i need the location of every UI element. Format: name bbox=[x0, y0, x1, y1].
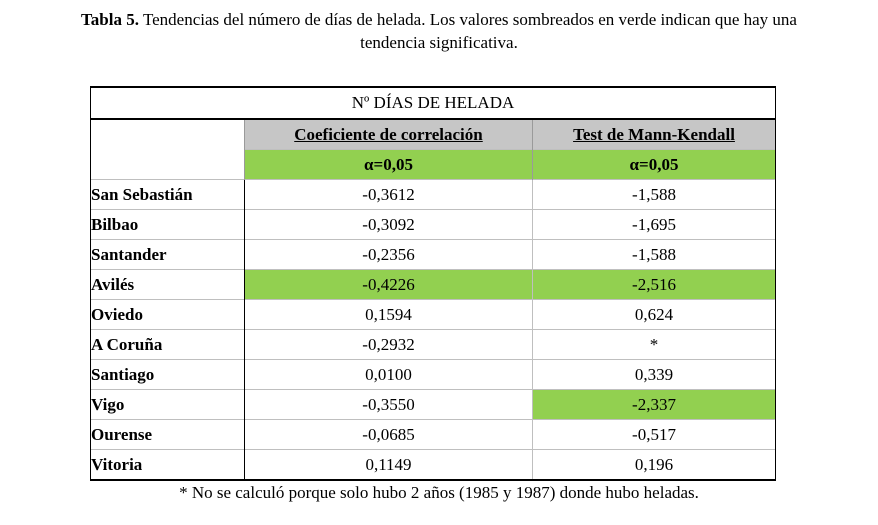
table-row: Santander -0,2356 -1,588 bbox=[90, 239, 777, 270]
caption-text-2: tendencia significativa. bbox=[360, 33, 518, 52]
caption-label: Tabla 5. bbox=[81, 10, 139, 29]
table-row: Vitoria 0,1149 0,196 bbox=[90, 449, 777, 481]
mann-kendall-value: -0,517 bbox=[532, 419, 777, 450]
mann-kendall-value: -1,695 bbox=[532, 209, 777, 240]
mann-kendall-value: 0,339 bbox=[532, 359, 777, 390]
station-name: Vitoria bbox=[90, 449, 245, 481]
correlation-value: -0,2932 bbox=[244, 329, 533, 360]
header-mann-kendall: Test de Mann-Kendall bbox=[531, 118, 777, 150]
correlation-value: 0,1594 bbox=[244, 299, 533, 330]
correlation-value: -0,2356 bbox=[244, 239, 533, 270]
table-row: Avilés -0,4226 -2,516 bbox=[90, 269, 777, 300]
alpha-mann-kendall: α=0,05 bbox=[531, 149, 777, 180]
correlation-value: -0,3550 bbox=[244, 389, 533, 420]
mann-kendall-value: -2,516 bbox=[532, 269, 777, 300]
table-row: Vigo -0,3550 -2,337 bbox=[90, 389, 777, 420]
mann-kendall-value: 0,624 bbox=[532, 299, 777, 330]
correlation-value: -0,0685 bbox=[244, 419, 533, 450]
footnote: * No se calculó porque solo hubo 2 años … bbox=[179, 483, 699, 502]
station-name: Bilbao bbox=[90, 209, 245, 240]
table-row: Bilbao -0,3092 -1,695 bbox=[90, 209, 777, 240]
station-name: A Coruña bbox=[90, 329, 245, 360]
station-name: Vigo bbox=[90, 389, 245, 420]
table-caption: Tabla 5. Tendencias del número de días d… bbox=[0, 8, 878, 54]
table-row: Santiago 0,0100 0,339 bbox=[90, 359, 777, 390]
table-row: Ourense -0,0685 -0,517 bbox=[90, 419, 777, 450]
header-correlation: Coeficiente de correlación bbox=[244, 118, 533, 150]
table-title: Nº DÍAS DE HELADA bbox=[89, 86, 777, 120]
correlation-value: -0,3612 bbox=[244, 179, 533, 210]
table-row: San Sebastián -0,3612 -1,588 bbox=[90, 179, 777, 210]
mann-kendall-value: -1,588 bbox=[532, 179, 777, 210]
caption-text-1: Tendencias del número de días de helada.… bbox=[139, 10, 797, 29]
table-title-row: Nº DÍAS DE HELADA bbox=[89, 86, 777, 120]
mann-kendall-value: -2,337 bbox=[532, 389, 777, 420]
frost-days-table: Nº DÍAS DE HELADA Coeficiente de correla… bbox=[89, 86, 777, 481]
table-row: Oviedo 0,1594 0,624 bbox=[90, 299, 777, 330]
correlation-value: 0,0100 bbox=[244, 359, 533, 390]
header-blank-cell bbox=[90, 118, 245, 180]
caption-line-1: Tabla 5. Tendencias del número de días d… bbox=[0, 8, 878, 31]
station-name: Oviedo bbox=[90, 299, 245, 330]
alpha-correlation: α=0,05 bbox=[244, 149, 533, 180]
station-name: Avilés bbox=[90, 269, 245, 300]
correlation-value: 0,1149 bbox=[244, 449, 533, 481]
station-name: San Sebastián bbox=[90, 179, 245, 210]
station-name: Ourense bbox=[90, 419, 245, 450]
alpha-row: α=0,05 α=0,05 bbox=[91, 149, 777, 180]
mann-kendall-value: -1,588 bbox=[532, 239, 777, 270]
mann-kendall-value: 0,196 bbox=[532, 449, 777, 481]
correlation-value: -0,4226 bbox=[244, 269, 533, 300]
station-name: Santiago bbox=[90, 359, 245, 390]
correlation-value: -0,3092 bbox=[244, 209, 533, 240]
table-row: A Coruña -0,2932 * bbox=[90, 329, 777, 360]
column-header-row: Coeficiente de correlación Test de Mann-… bbox=[90, 118, 777, 180]
mann-kendall-value: * bbox=[532, 329, 777, 360]
station-name: Santander bbox=[90, 239, 245, 270]
